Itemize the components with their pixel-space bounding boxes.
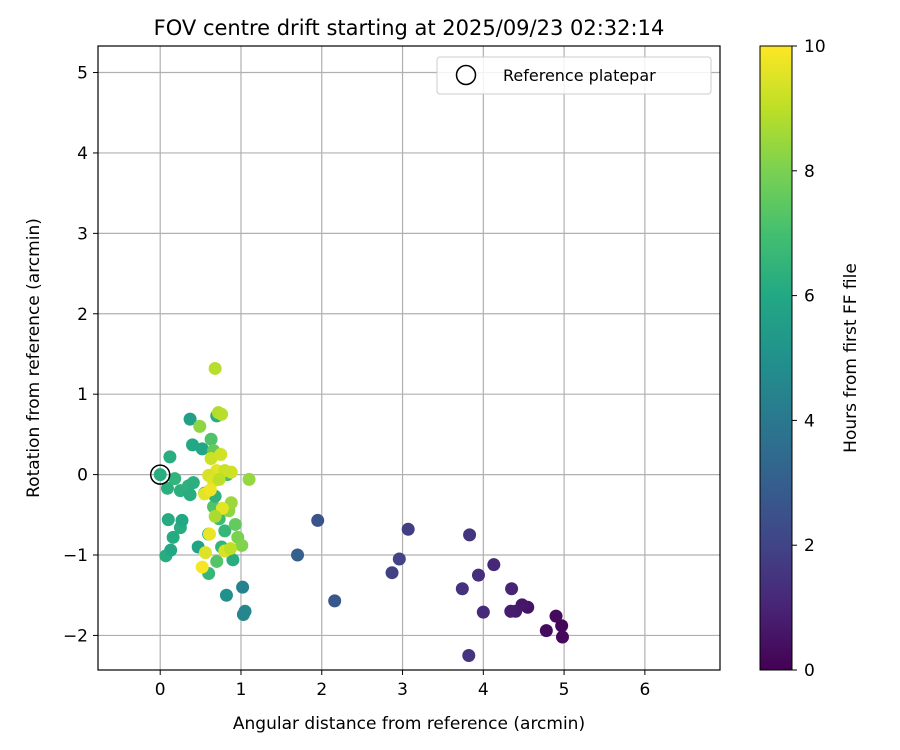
- x-tick-label: 3: [397, 680, 408, 700]
- scatter-point: [183, 488, 197, 502]
- scatter-point: [163, 450, 177, 464]
- scatter-point: [208, 361, 222, 375]
- colorbar-gradient: [759, 45, 793, 671]
- scatter-point: [242, 472, 256, 486]
- colorbar-tick-label: 4: [804, 411, 815, 431]
- chart-title: FOV centre drift starting at 2025/09/23 …: [154, 16, 665, 40]
- scatter-point: [212, 472, 226, 486]
- scatter-point: [291, 548, 305, 562]
- colorbar-tick-label: 10: [804, 37, 826, 57]
- x-axis-label: Angular distance from reference (arcmin): [233, 714, 585, 734]
- scatter-point: [235, 538, 249, 552]
- scatter-point: [214, 447, 228, 461]
- scatter-point: [476, 605, 490, 619]
- scatter-point: [218, 524, 232, 538]
- legend: Reference platepar: [436, 56, 712, 95]
- scatter-point: [168, 472, 182, 486]
- scatter-point: [236, 580, 250, 594]
- scatter-points: [159, 361, 569, 663]
- x-tick-label: 2: [316, 680, 327, 700]
- scatter-point: [226, 553, 240, 567]
- scatter-point: [462, 649, 476, 663]
- scatter-point: [471, 568, 485, 582]
- scatter-point: [183, 412, 197, 426]
- scatter-point: [555, 619, 569, 633]
- axis-ticks: 0 1 2 3 4 5 6 −2 −1 0 1 2 3 4 5: [63, 64, 650, 700]
- scatter-point: [202, 527, 216, 541]
- x-tick-label: 1: [236, 680, 247, 700]
- reference-underlying-point: [153, 468, 167, 482]
- legend-label-reference: Reference platepar: [503, 66, 656, 85]
- scatter-point: [392, 552, 406, 566]
- scatter-point: [401, 522, 415, 536]
- grid: [98, 46, 720, 670]
- y-tick-label: 4: [77, 144, 88, 164]
- y-tick-label: 0: [77, 466, 88, 486]
- scatter-point: [539, 624, 553, 638]
- scatter-point: [555, 630, 569, 644]
- scatter-point: [175, 513, 189, 527]
- colorbar-ticks: 0 2 4 6 8 10: [792, 37, 826, 681]
- y-tick-label: −2: [63, 626, 88, 646]
- y-tick-label: 2: [77, 305, 88, 325]
- x-tick-label: 4: [478, 680, 489, 700]
- colorbar-label: Hours from first FF file: [841, 263, 861, 453]
- scatter-point: [160, 481, 174, 495]
- scatter-point: [193, 419, 207, 433]
- scatter-point: [328, 594, 342, 608]
- scatter-point: [210, 554, 224, 568]
- scatter-point: [487, 558, 501, 572]
- scatter-point: [236, 608, 250, 622]
- scatter-point: [223, 542, 237, 556]
- scatter-point: [166, 530, 180, 544]
- plot-area-frame: [97, 45, 721, 671]
- colorbar-tick-label: 6: [804, 287, 815, 307]
- y-axis-label: Rotation from reference (arcmin): [24, 218, 44, 498]
- scatter-point: [204, 432, 218, 446]
- y-tick-label: 1: [77, 385, 88, 405]
- scatter-point: [311, 513, 325, 527]
- colorbar-tick-label: 0: [804, 661, 815, 681]
- reference-platepar-marker: [149, 464, 171, 485]
- scatter-point: [385, 566, 399, 580]
- y-tick-label: −1: [63, 546, 88, 566]
- scatter-point: [463, 528, 477, 542]
- scatter-point: [455, 582, 469, 596]
- reference-marker-group: [149, 464, 171, 485]
- x-tick-label: 0: [155, 680, 166, 700]
- scatter-point: [505, 582, 519, 596]
- scatter-point: [161, 513, 175, 527]
- y-tick-label: 3: [77, 224, 88, 244]
- scatter-point: [198, 546, 212, 560]
- scatter-point: [195, 442, 209, 456]
- x-tick-label: 5: [559, 680, 570, 700]
- scatter-point: [228, 517, 242, 531]
- scatter-point: [504, 604, 518, 618]
- colorbar-tick-label: 2: [804, 536, 815, 556]
- y-tick-label: 5: [77, 64, 88, 84]
- scatter-point: [208, 509, 222, 523]
- scatter-point: [219, 588, 233, 602]
- x-tick-label: 6: [639, 680, 650, 700]
- legend-marker-reference: [455, 64, 477, 86]
- scatter-point: [186, 476, 200, 490]
- colorbar-tick-label: 8: [804, 162, 815, 182]
- scatter-point: [203, 483, 217, 497]
- scatter-point: [549, 609, 563, 623]
- legend-box: [436, 56, 712, 95]
- scatter-point: [215, 407, 229, 421]
- scatter-point: [164, 543, 178, 557]
- scatter-point: [195, 560, 209, 574]
- colorbar: 0 2 4 6 8 10 Hours from first FF file: [759, 37, 861, 681]
